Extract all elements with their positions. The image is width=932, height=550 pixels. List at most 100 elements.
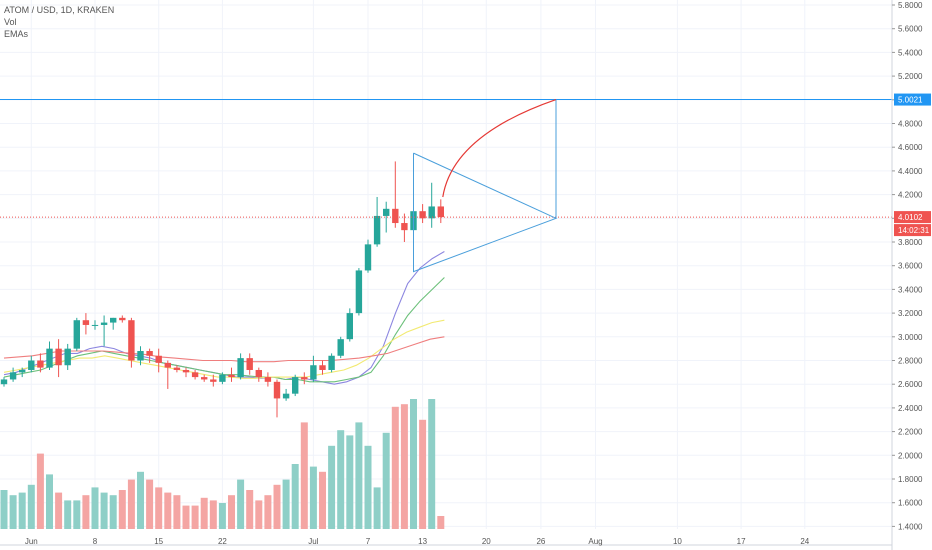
x-tick-label: 8: [93, 537, 98, 546]
volume-bar: [9, 495, 17, 529]
countdown-tag-bg: [894, 224, 931, 237]
candle-body: [246, 358, 253, 370]
volume-bar: [64, 500, 72, 529]
target-price-tag-text: 5.0021: [898, 96, 923, 105]
x-tick-label: 24: [800, 537, 809, 546]
volume-bar: [346, 435, 354, 529]
volume-bar: [300, 422, 308, 529]
y-tick-label: 2.0000: [898, 451, 923, 460]
candle-body: [364, 244, 372, 271]
candle-body: [82, 320, 90, 325]
x-tick-label: Jul: [308, 537, 318, 546]
x-tick-label: Aug: [588, 537, 602, 546]
volume-bar: [255, 500, 263, 529]
volume-bar: [127, 479, 135, 529]
volume-bar: [319, 471, 326, 529]
symbol-title[interactable]: ATOM / USD, 1D, KRAKEN: [4, 5, 115, 15]
volume-bar: [82, 495, 90, 529]
symmetrical-triangle: [413, 152, 558, 273]
last-price-tag-bg: [894, 211, 931, 224]
x-tick-label: 17: [737, 537, 746, 546]
candle-body: [237, 358, 244, 378]
x-tick-label: 10: [673, 537, 682, 546]
volume-bar: [309, 466, 317, 529]
indicator-vol[interactable]: Vol: [4, 17, 17, 27]
volume-bar: [36, 453, 44, 529]
volume-bar: [382, 432, 390, 529]
volume-bar: [364, 445, 372, 529]
volume-bar: [218, 503, 226, 529]
candle-body: [264, 377, 272, 382]
target-price-tag-bg: [894, 93, 931, 106]
volume-bar: [100, 492, 108, 529]
candle-body: [346, 313, 353, 340]
candle-body: [282, 393, 290, 399]
candle-body: [55, 348, 62, 366]
candle-body: [310, 365, 317, 380]
candle-body: [210, 379, 217, 382]
volume-bar: [400, 404, 408, 529]
volume-bar: [27, 484, 35, 529]
x-tick-label: 26: [536, 537, 545, 546]
y-tick-label: 2.8000: [898, 357, 923, 366]
candle-body: [9, 372, 17, 380]
countdown-tag: 14:02:31: [894, 224, 931, 237]
volume-bar: [46, 474, 53, 529]
candle-body: [428, 206, 435, 219]
y-tick-label: 2.2000: [898, 428, 923, 437]
y-tick-label: 1.6000: [898, 499, 923, 508]
volume-bar: [109, 495, 117, 529]
countdown-tag-text: 14:02:31: [898, 226, 930, 235]
volume-bar: [164, 492, 172, 529]
x-tick-label: 13: [418, 537, 427, 546]
candle-body: [419, 211, 426, 219]
y-tick-label: 3.0000: [898, 333, 923, 342]
volume-bar: [173, 495, 181, 529]
volume-bar: [73, 500, 81, 529]
candle-body: [19, 369, 26, 373]
candle-body: [73, 320, 80, 349]
volume-bar: [410, 399, 417, 529]
candle-body: [155, 355, 162, 363]
volume-bar: [246, 490, 254, 529]
volume-bar: [237, 479, 245, 529]
candle-body: [319, 365, 326, 370]
y-tick-label: 3.8000: [898, 238, 923, 247]
volume-bar: [419, 419, 427, 529]
y-tick-label: 5.6000: [898, 25, 923, 34]
volume-bar: [155, 487, 163, 529]
candle-body: [337, 339, 344, 356]
volume-bar: [18, 492, 26, 529]
y-tick-label: 3.4000: [898, 285, 923, 294]
y-tick-label: 3.2000: [898, 309, 923, 318]
volume-bar: [437, 516, 445, 529]
last-price-tag: 4.0102: [894, 211, 931, 224]
candle-body: [392, 208, 399, 224]
y-tick-label: 1.8000: [898, 475, 923, 484]
y-tick-label: 4.8000: [898, 120, 923, 129]
chart-grid: [0, 0, 892, 529]
candle-body: [182, 369, 190, 373]
candle-body: [37, 360, 44, 368]
y-tick-label: 5.2000: [898, 72, 923, 81]
ema-line: [3, 277, 445, 383]
candle-body: [64, 348, 71, 366]
y-tick-label: 3.6000: [898, 262, 923, 271]
candle-body: [273, 381, 281, 399]
candle-body: [301, 377, 308, 380]
candle-body: [146, 351, 153, 356]
candle-body: [328, 355, 335, 370]
candle-body: [128, 320, 135, 361]
volume-bar: [264, 495, 272, 529]
x-tick-label: 22: [218, 537, 227, 546]
volume-bar: [146, 479, 154, 529]
volume-bars: [0, 399, 445, 529]
candle-body: [110, 317, 117, 323]
candle-body: [228, 374, 235, 378]
x-tick-label: 7: [366, 537, 371, 546]
candle-body: [383, 208, 390, 216]
indicator-emas[interactable]: EMAs: [4, 29, 29, 39]
candle-body: [100, 322, 108, 325]
